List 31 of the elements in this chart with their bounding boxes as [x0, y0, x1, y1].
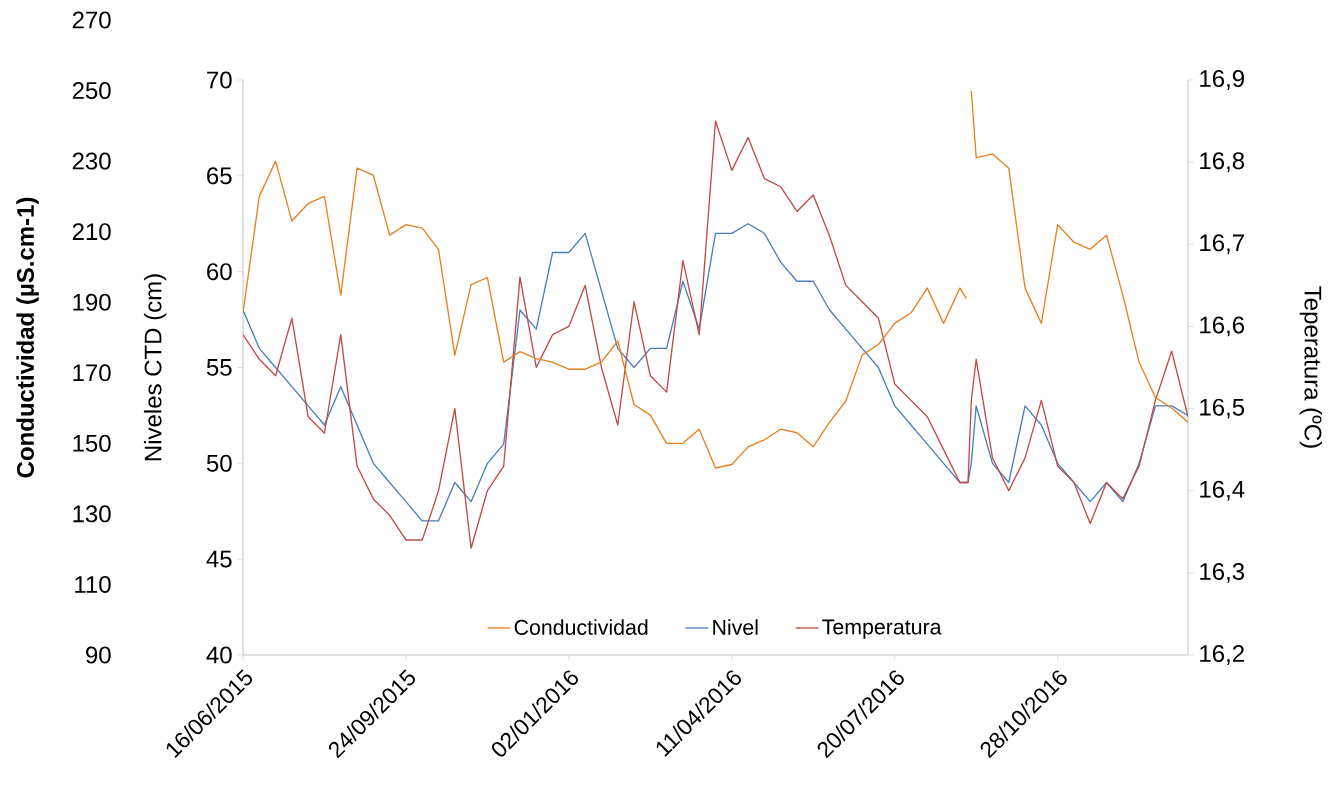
y3-tick-label: 50 — [206, 454, 232, 472]
y-tick-label: 190 — [73, 293, 111, 311]
y3-tick-label: 45 — [206, 550, 232, 568]
y-tick-label: 270 — [72, 11, 111, 29]
y3-axis-title: Niveles CTD (cm) — [143, 274, 167, 461]
y-tick-label: 210 — [72, 223, 111, 241]
y-tick-label: 150 — [73, 434, 111, 452]
y2-tick-label: 16,6 — [1200, 316, 1245, 337]
legend-label: Conductividad — [514, 619, 648, 635]
legend-label: Temperatura — [822, 619, 942, 639]
y3-tick-label: 60 — [207, 263, 232, 281]
y2-axis-title: Teperatura (ºC) — [1299, 286, 1323, 448]
y-tick-label: 250 — [72, 82, 111, 100]
y-tick-label: 170 — [73, 364, 111, 382]
y2-tick-label: 16,5 — [1200, 398, 1245, 419]
y2-tick-label: 16,3 — [1200, 562, 1245, 583]
y2-tick-label: 16,4 — [1200, 480, 1245, 501]
y-tick-label: 130 — [73, 505, 111, 523]
y2-tick-label: 16,9 — [1200, 70, 1244, 90]
y3-tick-label: 40 — [206, 646, 232, 664]
y2-tick-label: 16,7 — [1200, 234, 1244, 255]
y-tick-label: 110 — [75, 575, 111, 593]
y2-tick-label: 16,2 — [1200, 645, 1244, 665]
y-axis-title: Conductividad (µS.cm-1) — [16, 197, 39, 478]
y-tick-label: 230 — [72, 152, 111, 170]
y-tick-label: 90 — [86, 646, 111, 664]
y3-tick-label: 70 — [207, 71, 232, 89]
legend-label: Nivel — [713, 619, 758, 635]
y3-tick-label: 55 — [206, 359, 232, 376]
y2-tick-label: 16,8 — [1200, 152, 1245, 173]
y3-tick-label: 65 — [207, 167, 232, 185]
